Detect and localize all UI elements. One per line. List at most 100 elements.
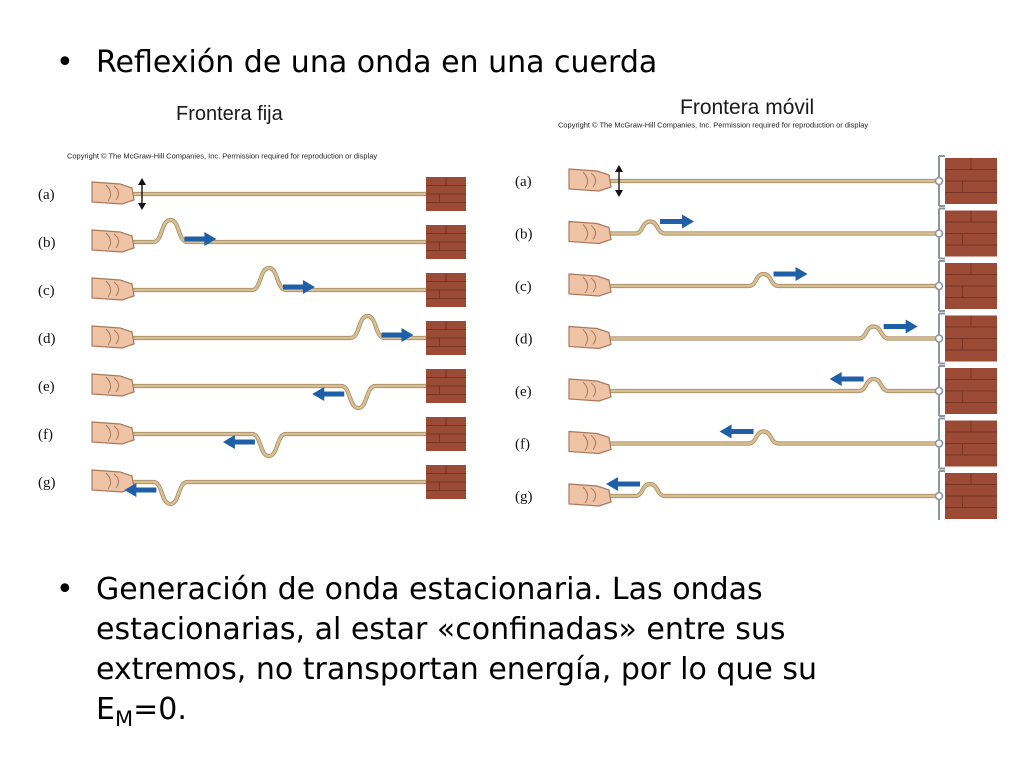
hand-finger-line bbox=[113, 425, 120, 441]
hand-icon bbox=[568, 273, 612, 297]
ring-icon bbox=[934, 229, 944, 238]
arrow-left-icon bbox=[312, 387, 345, 401]
hand-icon bbox=[568, 220, 612, 245]
hand-finger-line bbox=[113, 233, 120, 249]
brick-wall-icon bbox=[945, 315, 997, 362]
brick-wall-icon bbox=[945, 473, 997, 519]
hand-finger-line bbox=[590, 330, 597, 345]
arrow-shaft bbox=[381, 332, 404, 338]
arrow-head bbox=[124, 483, 137, 497]
panel-c: (c) bbox=[38, 265, 466, 307]
panel-label: (d) bbox=[38, 331, 56, 347]
panel-label: (c) bbox=[38, 283, 55, 299]
arrow-left-icon bbox=[222, 435, 255, 449]
hand-finger-line bbox=[113, 329, 120, 345]
arrow-head-up bbox=[615, 165, 623, 172]
arrow-left-icon bbox=[829, 372, 864, 386]
hand-finger-line bbox=[105, 472, 112, 490]
arrow-shaft bbox=[616, 481, 641, 487]
arrow-head bbox=[829, 372, 842, 386]
rope bbox=[593, 430, 941, 445]
arrow-head bbox=[719, 424, 732, 439]
hand-shape bbox=[91, 373, 135, 397]
bullet-standing-wave-text: Generación de onda estacionaria. Las ond… bbox=[96, 570, 896, 739]
panel-b: (b) bbox=[515, 207, 997, 260]
arrow-right-icon bbox=[660, 214, 695, 229]
arrow-right-icon bbox=[184, 232, 217, 246]
hand-shape bbox=[568, 483, 612, 507]
copyright-moving: Copyright © The McGraw-Hill Companies, I… bbox=[558, 121, 869, 130]
panel-g: (g) bbox=[38, 465, 466, 507]
brick-wall-icon bbox=[945, 420, 997, 467]
hand-finger-line bbox=[113, 377, 120, 393]
panel-label: (a) bbox=[38, 187, 55, 203]
hand-shape bbox=[568, 220, 612, 245]
bullet-standing-wave-end: =0. bbox=[133, 692, 187, 727]
hand-icon bbox=[91, 373, 135, 397]
brick-wall-icon bbox=[426, 369, 466, 403]
hand-finger-line bbox=[582, 276, 589, 294]
arrow-shaft bbox=[134, 487, 157, 493]
hand-icon bbox=[568, 168, 612, 192]
brick-wall-icon bbox=[945, 263, 997, 309]
hand-finger-line bbox=[590, 435, 597, 450]
rope bbox=[116, 314, 428, 340]
hand-finger-line bbox=[105, 280, 112, 298]
rope bbox=[593, 482, 941, 498]
hand-icon bbox=[91, 325, 135, 349]
hand-shape bbox=[568, 430, 612, 455]
rope-outline bbox=[115, 431, 429, 459]
panel-label: (d) bbox=[515, 332, 533, 348]
hand-finger-line bbox=[582, 486, 589, 504]
panel-b: (b) bbox=[38, 217, 466, 259]
figure-title-fixed: Frontera fija bbox=[176, 103, 283, 125]
panel-a: (a) bbox=[38, 177, 466, 211]
panel-label: (b) bbox=[515, 227, 533, 243]
panel-label: (f) bbox=[38, 427, 53, 443]
hand-finger-line bbox=[105, 184, 112, 202]
panel-label: (f) bbox=[515, 437, 530, 453]
rope bbox=[116, 266, 428, 292]
panel-e: (e) bbox=[515, 365, 997, 417]
brick-wall-icon bbox=[426, 465, 466, 499]
panel-d: (d) bbox=[38, 313, 466, 355]
bullet-reflection: • Reflexión de una onda en una cuerda bbox=[56, 43, 657, 83]
hand-finger-line bbox=[105, 376, 112, 394]
hand-shape bbox=[91, 421, 135, 445]
panel-label: (a) bbox=[515, 174, 532, 190]
arrow-head-up bbox=[138, 178, 146, 185]
arrow-head bbox=[312, 387, 325, 401]
hand-finger-line bbox=[590, 225, 597, 240]
rope bbox=[593, 377, 941, 393]
panel-d: (d) bbox=[515, 312, 997, 365]
arrow-head-down bbox=[138, 203, 146, 210]
arrow-right-icon bbox=[282, 280, 315, 294]
bullet-standing-wave-main: Generación de onda estacionaria. Las ond… bbox=[96, 572, 818, 727]
hand-finger-line bbox=[582, 381, 589, 399]
arrow-right-icon bbox=[381, 328, 414, 342]
rope-outline bbox=[592, 376, 942, 394]
panel-label: (g) bbox=[38, 475, 56, 491]
hand-finger-line bbox=[113, 473, 120, 489]
bullet-marker: • bbox=[56, 572, 74, 607]
brick-wall-icon bbox=[945, 158, 997, 204]
hand-shape bbox=[568, 273, 612, 297]
arrow-shaft bbox=[839, 376, 864, 382]
arrow-shaft bbox=[282, 284, 305, 290]
hand-finger-line bbox=[113, 185, 120, 201]
hand-finger-line bbox=[590, 382, 597, 398]
arrow-shaft bbox=[729, 429, 754, 434]
arrow-shaft bbox=[184, 236, 207, 242]
rope-outline bbox=[115, 265, 429, 293]
hand-finger-line bbox=[113, 281, 120, 297]
hand-finger-line bbox=[590, 172, 597, 188]
ring-icon bbox=[934, 439, 944, 448]
arrow-shaft bbox=[660, 219, 685, 224]
rope bbox=[593, 272, 941, 288]
arrow-shaft bbox=[322, 391, 345, 397]
arrow-shaft bbox=[883, 324, 908, 329]
hand-icon bbox=[91, 277, 135, 301]
brick-wall-icon bbox=[426, 321, 466, 355]
bullet-reflection-text: Reflexión de una onda en una cuerda bbox=[96, 45, 658, 80]
hand-shape bbox=[91, 181, 135, 205]
